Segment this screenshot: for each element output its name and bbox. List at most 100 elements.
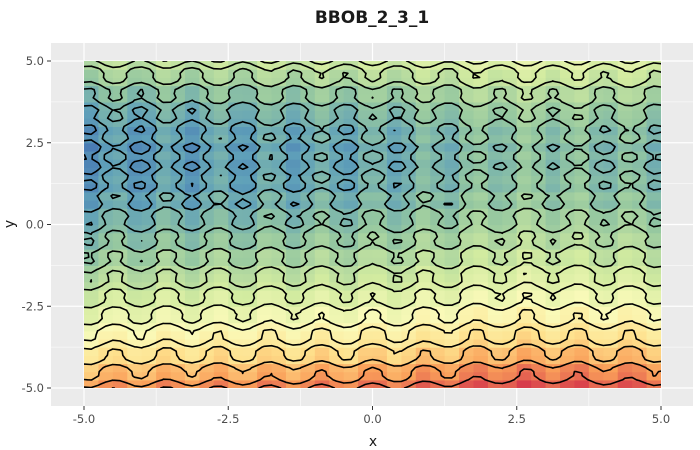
axes: -5.0 -2.5 0.0 2.5 5.0 5.0 2.5 0.0 -2.5 -5.0 (22, 54, 671, 426)
heatmap-cell (199, 69, 215, 78)
heatmap-cell (617, 330, 633, 340)
heatmap-cell (516, 208, 532, 217)
heatmap-cell (271, 379, 287, 388)
heatmap-cell (285, 93, 301, 103)
heatmap-cell (156, 110, 172, 119)
heatmap-cell (242, 224, 258, 234)
heatmap-cell (487, 314, 503, 324)
heatmap-cell (516, 281, 532, 291)
heatmap-cell (560, 265, 576, 275)
heatmap-cell (617, 273, 633, 283)
heatmap-cell (415, 126, 431, 136)
heatmap-cell (459, 281, 475, 291)
heatmap-cell (386, 265, 402, 275)
heatmap-cell (127, 93, 143, 103)
heatmap-cell (84, 110, 100, 119)
heatmap-cell (141, 183, 157, 193)
heatmap-cell (574, 281, 590, 291)
heatmap-cell (545, 69, 561, 78)
heatmap-cell (141, 330, 157, 340)
heatmap-cell (184, 240, 201, 250)
heatmap-cell (646, 355, 661, 365)
heatmap-cell (459, 101, 475, 111)
heatmap-cell (112, 249, 128, 258)
heatmap-cell (228, 224, 244, 234)
heatmap-cell (213, 363, 229, 373)
heatmap-cell (459, 314, 475, 324)
heatmap-cell (156, 273, 172, 283)
heatmap-cell (285, 322, 301, 332)
heatmap-cell (646, 208, 661, 217)
chart-title: BBOB_2_3_1 (315, 8, 429, 28)
heatmap-cell (285, 85, 301, 95)
heatmap-cell (358, 142, 374, 152)
y-tick-label: 2.5 (26, 136, 44, 150)
heatmap-cell (285, 69, 301, 78)
heatmap-cell (588, 118, 604, 127)
heatmap-cell (271, 69, 287, 78)
heatmap-cell (646, 159, 661, 168)
heatmap-cell (401, 208, 417, 217)
heatmap-cell (156, 355, 172, 365)
heatmap-cell (502, 314, 518, 324)
heatmap-cell (127, 216, 143, 226)
heatmap-cell (285, 142, 301, 152)
heatmap-cell (242, 175, 258, 185)
heatmap-cell (343, 199, 359, 209)
heatmap-cell (84, 183, 100, 193)
heatmap-cell (574, 69, 590, 78)
contour-line (84, 343, 661, 381)
heatmap-cell (285, 110, 301, 119)
heatmap-cell (213, 371, 229, 381)
heatmap-cell (531, 265, 547, 275)
heatmap-cell (112, 77, 128, 87)
heatmap-cell (487, 118, 503, 127)
heatmap-cell (329, 126, 345, 136)
heatmap-cell (415, 191, 431, 201)
heatmap-cell (257, 118, 273, 127)
heatmap-cell (487, 216, 503, 226)
heatmap-cell (127, 306, 143, 316)
heatmap-cell (358, 134, 374, 144)
heatmap-cell (401, 142, 417, 152)
heatmap-cell (242, 118, 258, 127)
heatmap-cell (213, 167, 229, 177)
heatmap-cell (156, 347, 172, 356)
heatmap-cell (271, 249, 287, 258)
heatmap-cell (300, 101, 316, 111)
heatmap-cell (199, 281, 215, 291)
contour-line (84, 65, 661, 283)
heatmap-cell (314, 159, 330, 168)
heatmap-cell (516, 306, 532, 316)
heatmap-cell (487, 69, 503, 78)
heatmap-cell (487, 273, 503, 283)
contour-line (84, 104, 407, 226)
heatmap-cell (358, 240, 374, 250)
heatmap-cell (531, 69, 547, 78)
heatmap-cell (257, 338, 273, 348)
heatmap-cell (314, 347, 330, 356)
heatmap-cell (112, 232, 128, 242)
contour-line (84, 80, 661, 265)
heatmap-cell (459, 167, 475, 177)
heatmap-cell (632, 330, 648, 340)
heatmap-cell (271, 330, 287, 340)
heatmap-cell (415, 289, 431, 299)
heatmap-cell (560, 134, 576, 144)
heatmap-cell (343, 126, 359, 136)
heatmap-cell (444, 363, 460, 373)
x-axis-label: x (369, 434, 377, 450)
heatmap-cell (415, 183, 431, 193)
heatmap-cell (459, 69, 475, 78)
heatmap-cell (329, 265, 345, 275)
heatmap-cell (560, 208, 576, 217)
heatmap-cell (300, 314, 316, 324)
heatmap-cell (574, 118, 590, 127)
heatmap-cell (156, 249, 172, 258)
heatmap-cell (560, 249, 576, 258)
heatmap-cell (646, 77, 661, 87)
heatmap-cell (98, 281, 114, 291)
heatmap-cell (242, 126, 258, 136)
heatmap-cell (314, 306, 330, 316)
heatmap-cell (603, 93, 619, 103)
